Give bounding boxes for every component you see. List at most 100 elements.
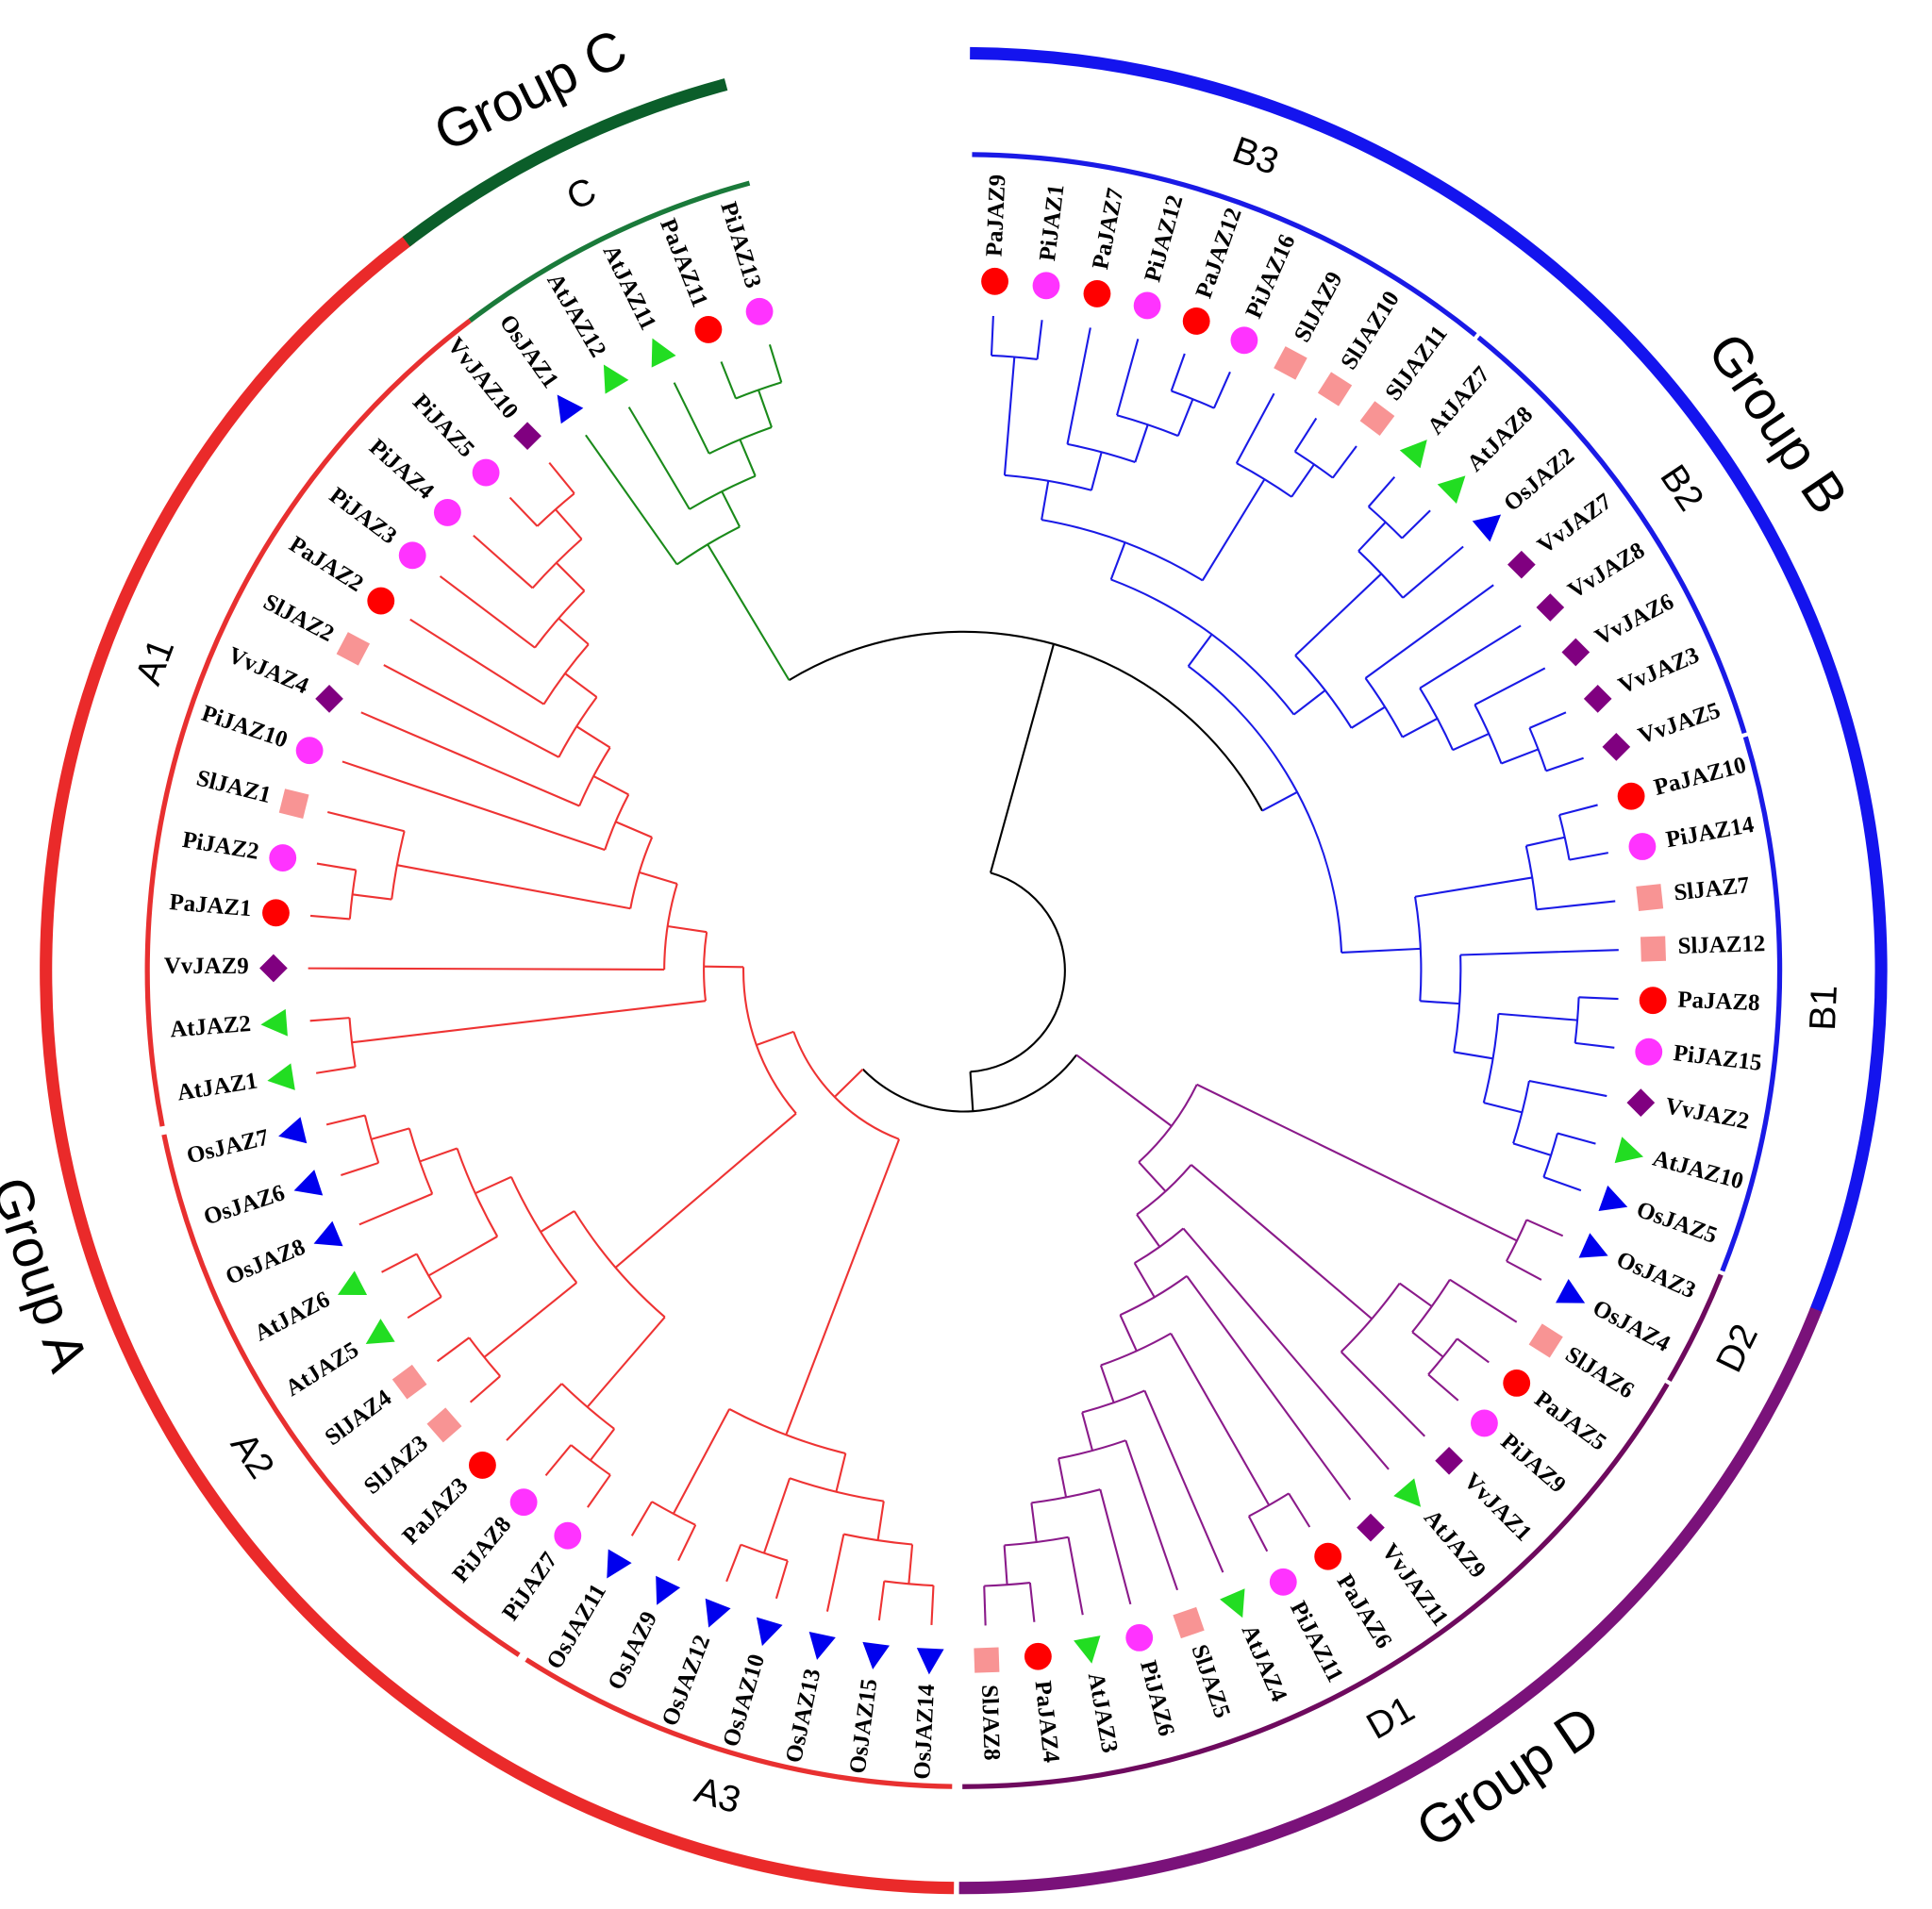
leaf-label: AtJAZ9 [1419, 1505, 1491, 1584]
branch [1341, 947, 1421, 954]
leaf-label: AtJAZ10 [1650, 1145, 1746, 1194]
branch [969, 1071, 974, 1112]
subgroup-arc [161, 1134, 521, 1657]
subgroup-label: B1 [1802, 985, 1845, 1032]
subgroup-label: D2 [1707, 1318, 1766, 1378]
leaf-label: AtJAZ6 [251, 1286, 335, 1346]
leaf-label: PiJAZ16 [1241, 231, 1301, 323]
species-marker [1024, 1642, 1052, 1670]
branch [1099, 1365, 1115, 1403]
group-arc [40, 232, 955, 1895]
subgroup-arc [972, 152, 1477, 338]
species-marker [469, 1452, 496, 1479]
species-marker [269, 844, 297, 872]
branch [1399, 1282, 1433, 1307]
branch [1138, 1161, 1167, 1192]
branch [308, 967, 665, 971]
species-marker [1269, 1568, 1297, 1596]
branch [1099, 1488, 1132, 1605]
branch [1558, 804, 1598, 817]
species-marker [1472, 514, 1502, 542]
branch [1201, 478, 1266, 581]
branch [1351, 706, 1386, 729]
species-marker [293, 1170, 324, 1196]
branch [1187, 633, 1213, 667]
leaf-label: SlJAZ12 [1677, 931, 1765, 959]
leaf-label: VvJAZ6 [1591, 589, 1678, 650]
branch [544, 1444, 573, 1477]
branch [1340, 1351, 1425, 1437]
leaf-label: OsJAZ11 [541, 1580, 611, 1674]
species-marker [745, 297, 774, 325]
branch [677, 1524, 697, 1562]
species-marker [1640, 936, 1667, 962]
branch [585, 434, 678, 566]
species-marker [315, 685, 343, 713]
branch [930, 1585, 935, 1626]
branch [1293, 417, 1318, 453]
branch [564, 672, 598, 698]
leaf-label: VvJAZ5 [1635, 698, 1724, 750]
leaf-label: VvJAZ11 [1376, 1539, 1453, 1631]
leaf-label: PiJAZ6 [1135, 1658, 1179, 1739]
branch [1457, 1337, 1490, 1364]
species-marker [433, 498, 461, 526]
branch [1288, 1492, 1311, 1528]
branch [1003, 1545, 1008, 1585]
branch [1545, 756, 1584, 772]
species-marker [391, 1364, 427, 1400]
branch [1036, 320, 1043, 360]
branch [1028, 1582, 1036, 1622]
branch [1124, 1439, 1179, 1591]
branch [1170, 1333, 1271, 1506]
branch [483, 1282, 577, 1358]
branch [1247, 1516, 1269, 1552]
branch-arc [1294, 655, 1353, 729]
leaf-label: SlJAZ8 [976, 1685, 1005, 1761]
leaf-label: PiJAZ3 [325, 483, 401, 550]
branch [316, 862, 357, 872]
branch [473, 534, 534, 589]
subgroup-label: D1 [1359, 1688, 1421, 1748]
branch [1411, 1331, 1444, 1358]
branch [825, 1534, 845, 1612]
branch [351, 1000, 707, 1044]
branch [1506, 1260, 1542, 1281]
branch [1574, 1041, 1615, 1049]
species-marker [1628, 833, 1657, 860]
leaf-label: OsJAZ3 [1612, 1247, 1699, 1304]
branch-arc [1138, 1084, 1198, 1163]
branch [1420, 1000, 1460, 1005]
leaf-label: PiJAZ2 [180, 827, 260, 865]
subgroup-arc [962, 1383, 1670, 1789]
species-marker [1602, 733, 1631, 761]
branch [667, 924, 708, 934]
species-marker [1133, 291, 1161, 320]
species-marker [603, 364, 629, 394]
branch [1090, 451, 1103, 491]
species-marker [338, 1270, 368, 1296]
species-marker [1074, 1635, 1101, 1664]
leaf-label: SlJAZ9 [1290, 268, 1348, 346]
branch [1452, 732, 1490, 752]
species-marker [1471, 1409, 1498, 1437]
leaf-label: PaJAZ1 [169, 889, 253, 921]
group-label: Group B [1696, 323, 1859, 524]
species-marker [1125, 1623, 1154, 1652]
branch [439, 575, 536, 649]
branch [1143, 1390, 1224, 1573]
species-marker [656, 1575, 681, 1605]
species-marker [1220, 1588, 1245, 1618]
branch [758, 390, 773, 428]
branch [1498, 1012, 1578, 1021]
branch [506, 1383, 563, 1441]
branch [1536, 900, 1616, 911]
species-marker [1598, 1185, 1628, 1212]
branch [983, 1585, 987, 1626]
species-marker [513, 422, 541, 451]
branch [1419, 624, 1522, 689]
branch [1357, 521, 1387, 552]
leaf-label: AtJAZ5 [281, 1337, 363, 1402]
branch [673, 382, 710, 455]
branch [1557, 1132, 1596, 1145]
